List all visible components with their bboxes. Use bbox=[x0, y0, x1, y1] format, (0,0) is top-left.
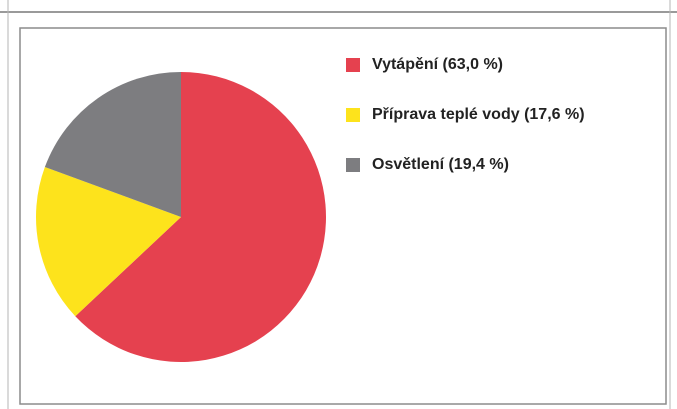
legend-swatch bbox=[346, 58, 360, 72]
chart-frame bbox=[19, 27, 667, 405]
legend-label: Vytápění (63,0 %) bbox=[372, 56, 503, 73]
legend-swatch bbox=[346, 108, 360, 122]
legend-label: Příprava teplé vody (17,6 %) bbox=[372, 106, 585, 123]
pie-slice bbox=[35, 167, 181, 317]
pie-slice bbox=[44, 72, 181, 217]
pie-slice bbox=[75, 72, 326, 362]
legend-swatch bbox=[346, 158, 360, 172]
legend-label: Osvětlení (19,4 %) bbox=[372, 156, 509, 173]
